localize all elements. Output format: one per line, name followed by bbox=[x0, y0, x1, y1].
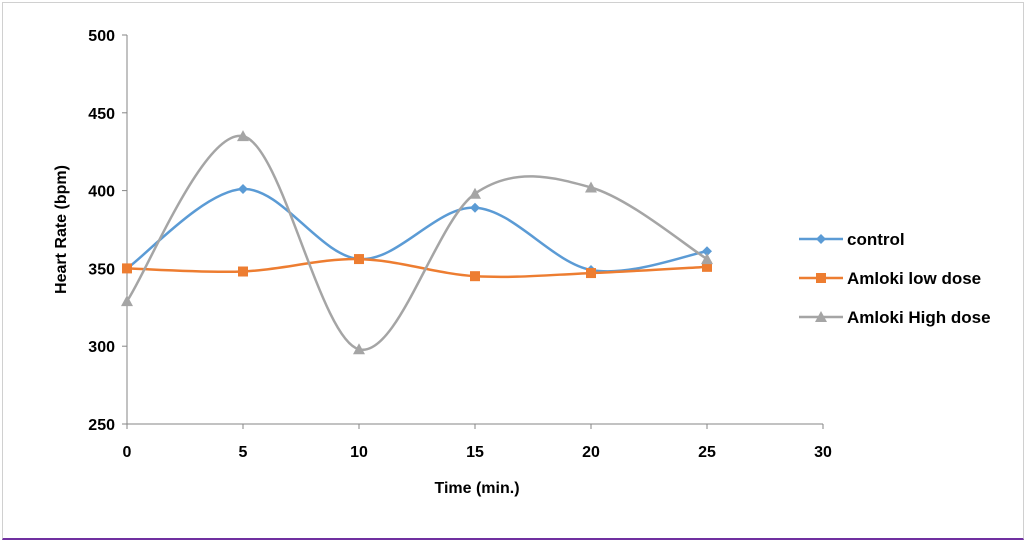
data-point bbox=[470, 202, 480, 213]
x-tick-label: 15 bbox=[466, 444, 484, 461]
y-tick-label: 250 bbox=[88, 417, 115, 434]
legend-marker bbox=[816, 234, 826, 244]
legend-label: Amloki High dose bbox=[847, 308, 991, 327]
legend-label: control bbox=[847, 230, 905, 249]
data-point bbox=[469, 187, 481, 199]
data-point bbox=[121, 295, 133, 307]
x-tick-label: 5 bbox=[239, 444, 248, 461]
legend-label: Amloki low dose bbox=[847, 269, 981, 288]
y-axis-title: Heart Rate (bpm) bbox=[53, 165, 70, 294]
x-tick-label: 30 bbox=[814, 444, 832, 461]
series-markers bbox=[121, 130, 713, 355]
data-point bbox=[122, 263, 132, 274]
data-point bbox=[586, 268, 596, 279]
y-tick-label: 500 bbox=[88, 28, 115, 45]
data-point bbox=[238, 184, 248, 195]
legend-marker bbox=[815, 311, 827, 322]
x-axis-title: Time (min.) bbox=[434, 480, 519, 497]
series-line-1 bbox=[126, 257, 708, 279]
data-point bbox=[701, 253, 713, 265]
x-tick-label: 25 bbox=[698, 444, 716, 461]
data-point bbox=[353, 343, 365, 355]
legend: control Amloki low dose Amloki High dose bbox=[799, 230, 991, 327]
x-tick-label: 20 bbox=[582, 444, 600, 461]
legend-marker bbox=[816, 273, 826, 283]
y-tick-label: 300 bbox=[88, 339, 115, 356]
y-tick-label: 350 bbox=[88, 261, 115, 278]
x-tick-label: 10 bbox=[350, 444, 368, 461]
y-tick-label: 450 bbox=[88, 106, 115, 123]
data-point bbox=[702, 246, 712, 257]
data-point bbox=[470, 271, 480, 282]
data-point bbox=[702, 261, 712, 272]
line-chart: 250 300 350 400 450 500 0 5 10 15 20 25 30 control Am… bbox=[53, 28, 991, 497]
data-point bbox=[238, 266, 248, 277]
data-point bbox=[237, 130, 249, 142]
axes: 250 300 350 400 450 500 0 5 10 15 20 25 30 bbox=[88, 28, 832, 461]
series-lines bbox=[125, 134, 708, 351]
x-tick-label: 0 bbox=[123, 444, 132, 461]
data-point bbox=[585, 181, 597, 193]
y-tick-label: 400 bbox=[88, 184, 115, 201]
data-point bbox=[354, 254, 364, 265]
series-line-2 bbox=[125, 134, 708, 351]
series-line-0 bbox=[126, 187, 708, 273]
chart-frame: 250 300 350 400 450 500 0 5 10 15 20 25 30 control Am… bbox=[2, 2, 1024, 540]
